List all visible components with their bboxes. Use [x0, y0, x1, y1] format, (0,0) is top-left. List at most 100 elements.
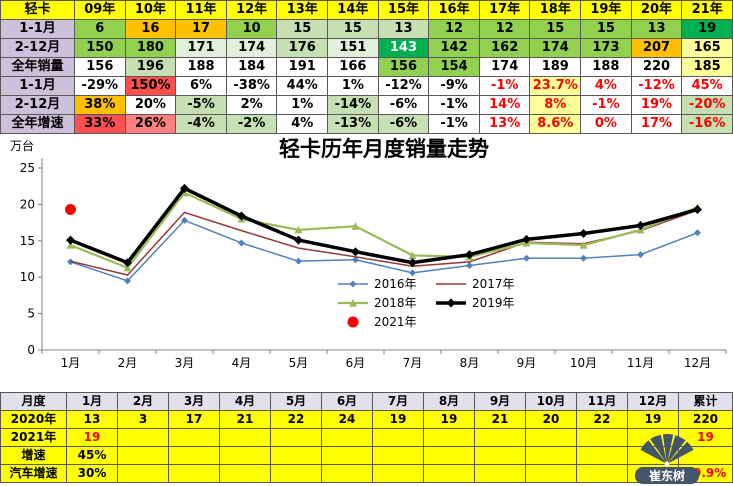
watermark-logo: 崔东树	[613, 430, 721, 486]
series-marker	[579, 229, 588, 239]
year-header-cell: 15年	[377, 0, 430, 20]
data-cell: 26%	[124, 114, 177, 134]
data-cell: 2%	[225, 95, 278, 115]
data-cell: 20%	[124, 95, 177, 115]
month-cell	[168, 446, 220, 465]
month-cell	[168, 464, 220, 483]
table-title-cell: 轻卡	[0, 0, 75, 20]
month-cell	[525, 446, 577, 465]
watermark-svg: 崔东树	[635, 434, 699, 484]
y-tick-label: 20	[20, 197, 35, 211]
month-cell: 30%	[66, 464, 118, 483]
month-cell: 19	[372, 410, 424, 429]
watermark-banner	[635, 467, 699, 484]
data-cell: 165	[681, 38, 733, 58]
year-header-cell: 21年	[681, 0, 733, 20]
yearly-summary-table: 轻卡 09年 10年 11年 12年 13年 14年 15年 16年 17年 18年 19年 20年 21…	[0, 0, 733, 134]
month-header-cell: 11月	[576, 392, 628, 411]
series-marker	[349, 299, 357, 307]
month-header-cell: 9月	[474, 392, 526, 411]
series-marker	[123, 263, 132, 272]
data-cell: 162	[478, 38, 531, 58]
x-tick-label: 10月	[570, 356, 597, 368]
series-marker	[636, 221, 645, 231]
month-cell: 22	[576, 410, 628, 429]
data-cell: 45%	[681, 76, 733, 96]
watermark-text: 崔东树	[649, 468, 685, 483]
series-marker	[349, 280, 357, 288]
data-cell: -14%	[327, 95, 379, 115]
series-marker	[580, 254, 587, 262]
data-cell: 176	[276, 38, 329, 58]
data-cell: 17%	[630, 114, 683, 134]
month-row-label: 增速	[0, 446, 67, 465]
month-cell	[219, 446, 271, 465]
series-marker	[124, 277, 131, 285]
legend-label: 2021年	[374, 315, 417, 329]
data-cell: 166	[327, 57, 379, 77]
month-cell: 19	[66, 428, 118, 447]
data-cell: 13	[377, 19, 430, 39]
data-cell: 156	[377, 57, 430, 77]
year-header-cell: 12年	[225, 0, 278, 20]
month-header-cell: 5月	[270, 392, 322, 411]
data-cell: 6%	[175, 76, 227, 96]
data-cell: 19	[681, 19, 733, 39]
x-tick-label: 6月	[346, 356, 366, 368]
data-cell: -12%	[630, 76, 683, 96]
series-marker	[180, 183, 189, 193]
month-cell	[321, 464, 373, 483]
month-cell	[372, 464, 424, 483]
data-cell: 12	[478, 19, 531, 39]
series-marker	[294, 235, 303, 245]
data-cell: 196	[124, 57, 177, 77]
data-cell: 14%	[478, 95, 531, 115]
year-header-cell: 13年	[276, 0, 329, 20]
data-cell: 13%	[478, 114, 531, 134]
data-cell: 12	[428, 19, 480, 39]
data-cell: 174	[478, 57, 531, 77]
month-cell	[321, 428, 373, 447]
data-cell: 0%	[580, 114, 632, 134]
month-cell: 21	[219, 410, 271, 429]
trend-chart: 0 5 10 15 20 25 1月 2月 3月 4月 5月 6月 7月 8月 9月 10月 11月 12月 轻卡历…	[0, 134, 733, 368]
series-marker	[579, 241, 588, 249]
month-cell	[423, 464, 475, 483]
x-tick-label: 2月	[118, 356, 138, 368]
row-label-cell: 2-12月	[0, 38, 75, 58]
data-cell: 220	[630, 57, 683, 77]
data-cell: 188	[580, 57, 632, 77]
data-cell: 15	[276, 19, 329, 39]
year-header-cell: 19年	[580, 0, 632, 20]
data-cell: -1%	[580, 95, 632, 115]
month-cell	[270, 428, 322, 447]
y-tick-label: 5	[27, 307, 35, 321]
series-marker	[66, 235, 75, 245]
series-marker	[123, 258, 132, 268]
month-row-label: 2021年	[0, 428, 67, 447]
year-header-cell: 11年	[175, 0, 227, 20]
year-header-cell: 16年	[428, 0, 480, 20]
month-cell: 21	[474, 410, 526, 429]
chart-title: 轻卡历年月度销量走势	[279, 137, 489, 161]
data-cell: 174	[225, 38, 278, 58]
series-marker	[351, 247, 360, 257]
legend-label: 2018年	[374, 296, 417, 310]
data-cell: 174	[529, 38, 582, 58]
data-cell: 1%	[276, 95, 329, 115]
data-cell: 180	[124, 38, 177, 58]
month-header-cell: 10月	[525, 392, 577, 411]
data-cell: 19%	[630, 95, 683, 115]
data-cell: 33%	[74, 114, 126, 134]
y-tick-label: 10	[20, 270, 35, 284]
data-cell: 6	[74, 19, 126, 39]
data-cell: -29%	[74, 76, 126, 96]
y-tick-label: 15	[20, 234, 35, 248]
month-cell: 24	[321, 410, 373, 429]
series-line-2016年	[70, 219, 698, 282]
month-row-label: 汽车增速	[0, 464, 67, 483]
x-tick-label: 11月	[627, 356, 654, 368]
row-label-cell: 全年销量	[0, 57, 75, 77]
series-marker	[352, 256, 359, 264]
